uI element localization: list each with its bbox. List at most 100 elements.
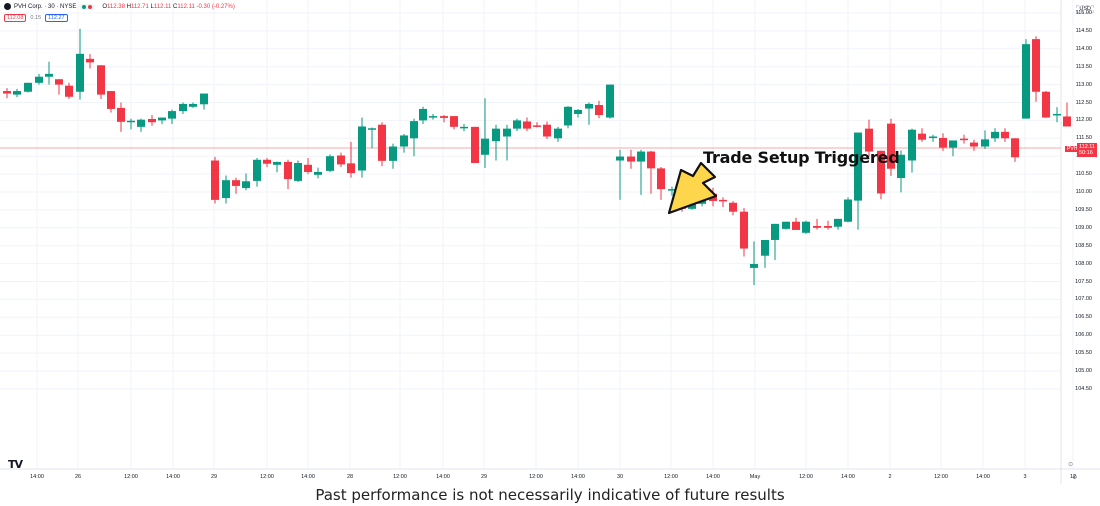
price-tick-label: 112.00 [1075, 117, 1092, 124]
last-price-label: 112.11 50:16 [1076, 143, 1097, 157]
time-tick-label: 12:00 [393, 474, 407, 480]
annotation-label: Trade Setup Triggered [703, 148, 900, 167]
candle [368, 127, 376, 149]
symbol-title[interactable]: PVH Corp. · 30 · NYSE [14, 3, 77, 10]
candle [189, 102, 197, 108]
candle [400, 134, 408, 153]
candle [564, 106, 572, 129]
buy-button[interactable]: 112.27 [45, 14, 68, 22]
candle [865, 119, 873, 157]
candle [337, 152, 345, 167]
candle [627, 149, 635, 169]
sell-button[interactable]: 112.08 [4, 14, 27, 22]
time-tick-label: 12:00 [124, 474, 138, 480]
candle [523, 117, 531, 132]
candle [771, 223, 779, 261]
time-tick-label: 14:00 [841, 474, 855, 480]
candle [410, 118, 418, 157]
candle [657, 166, 665, 200]
candle [253, 157, 261, 187]
candle [668, 186, 676, 196]
candle [304, 157, 312, 175]
candle [792, 217, 800, 230]
candle [222, 175, 230, 204]
time-tick-label: 28 [346, 474, 354, 480]
candle [647, 150, 655, 194]
candle [782, 221, 790, 230]
candle [606, 84, 614, 119]
candle [65, 82, 73, 99]
price-tick-label: 109.00 [1075, 224, 1092, 231]
candle [1053, 107, 1061, 123]
time-tick-label: 29 [210, 474, 218, 480]
price-tick-label: 104.50 [1075, 385, 1092, 392]
price-tick-label: 111.50 [1075, 135, 1092, 142]
candle [719, 197, 727, 208]
candle [347, 141, 355, 178]
candle [970, 139, 978, 151]
candle [358, 117, 366, 178]
time-tick-label: 12:00 [799, 474, 813, 480]
candle [585, 102, 593, 125]
candle [533, 122, 541, 128]
candle [1022, 39, 1030, 119]
price-tick-label: 106.00 [1075, 332, 1092, 339]
price-tick-label: 113.50 [1075, 63, 1092, 70]
candle [1011, 138, 1019, 162]
candle [179, 102, 187, 114]
price-tick-label: 109.50 [1075, 206, 1092, 213]
candle [471, 126, 479, 164]
candle [86, 54, 94, 69]
candle [1032, 36, 1040, 102]
market-status-indicator[interactable] [79, 3, 96, 10]
candle [232, 177, 240, 194]
candle [107, 91, 115, 113]
symbol-price-tag: PVH [1065, 146, 1080, 152]
candlestick-chart[interactable] [0, 0, 1100, 484]
candle [3, 88, 11, 99]
price-tick-label: 107.50 [1075, 278, 1092, 285]
candle [148, 115, 156, 126]
time-tick-label: 12:00 [934, 474, 948, 480]
candle [389, 143, 397, 169]
ohlc-values: O112.38 H112.71 L112.11 C112.11 -0.30 (-… [102, 3, 235, 10]
candle [761, 239, 769, 268]
scale-settings-icon[interactable]: ⚙ [1072, 475, 1078, 481]
candle [263, 157, 271, 167]
time-tick-label: 12 [1069, 474, 1077, 480]
candle [168, 109, 176, 124]
candle [481, 98, 489, 169]
spread-value: 0.15 [30, 15, 42, 21]
price-tick-label: 107.00 [1075, 296, 1092, 303]
candle [242, 173, 250, 191]
chart-area[interactable]: PVH Corp. · 30 · NYSE O112.38 H112.71 L1… [0, 0, 1100, 484]
candle [802, 220, 810, 234]
candle [949, 140, 957, 157]
candle [117, 102, 125, 132]
candle [897, 150, 905, 193]
candle [1001, 128, 1009, 142]
candle [543, 121, 551, 140]
price-tick-label: 114.50 [1075, 27, 1092, 34]
candle [503, 124, 511, 161]
time-tick-label: 29 [480, 474, 488, 480]
candle [574, 108, 582, 118]
candle [824, 220, 832, 230]
goto-realtime-icon[interactable]: ⊙ [1068, 462, 1074, 468]
candle [834, 218, 842, 230]
candle [97, 65, 105, 99]
candle [1063, 102, 1071, 127]
candle [35, 73, 43, 85]
time-tick-label: 3 [1023, 474, 1027, 480]
price-tick-label: 110.00 [1075, 189, 1092, 195]
tradingview-logo[interactable]: TV [8, 458, 23, 471]
candle [740, 208, 748, 257]
time-tick-label: 14:00 [301, 474, 315, 480]
candle [729, 200, 737, 216]
currency-selector[interactable]: USD [1076, 5, 1094, 13]
candle [284, 159, 292, 190]
candle [854, 132, 862, 230]
candle [440, 115, 448, 123]
candle [637, 149, 645, 195]
price-tick-label: 108.50 [1075, 242, 1092, 249]
